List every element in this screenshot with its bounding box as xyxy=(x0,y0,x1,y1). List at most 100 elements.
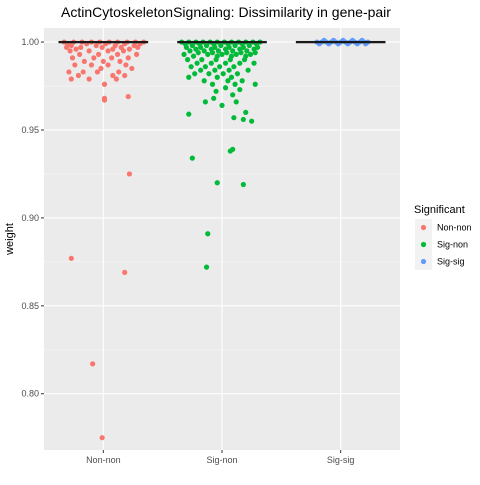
data-point xyxy=(99,44,105,50)
data-point xyxy=(68,42,74,49)
data-point xyxy=(72,62,78,68)
data-point xyxy=(126,171,133,177)
data-point xyxy=(252,81,258,87)
y-axis: 0.80 0.85 0.90 0.95 1.00 xyxy=(21,37,44,399)
legend-swatch xyxy=(420,258,427,265)
data-point xyxy=(201,48,207,54)
data-point xyxy=(227,148,233,154)
legend-label: Non-non xyxy=(437,223,472,233)
data-point xyxy=(214,180,220,186)
data-point xyxy=(81,58,87,65)
data-point xyxy=(186,74,192,80)
data-point xyxy=(99,435,105,441)
data-point xyxy=(91,55,97,61)
data-point xyxy=(187,48,193,54)
data-point xyxy=(189,42,195,49)
data-point xyxy=(109,55,115,61)
data-point xyxy=(77,51,83,57)
data-point xyxy=(232,42,238,49)
data-point xyxy=(224,50,230,56)
data-point xyxy=(219,102,225,108)
data-point xyxy=(238,50,244,56)
data-point xyxy=(114,51,121,57)
data-point xyxy=(251,60,257,66)
data-point xyxy=(69,55,76,61)
data-point xyxy=(215,48,222,54)
data-point xyxy=(252,50,258,56)
data-point xyxy=(183,44,189,50)
data-point xyxy=(120,48,127,54)
data-point xyxy=(241,57,248,63)
data-point xyxy=(122,72,128,79)
data-point xyxy=(231,115,237,121)
data-point xyxy=(222,85,229,91)
data-point xyxy=(227,57,233,63)
y-tick-label: 0.80 xyxy=(21,389,39,399)
data-point xyxy=(129,65,135,72)
data-point xyxy=(244,48,250,54)
data-point xyxy=(125,55,131,61)
boxplot-boxes xyxy=(58,40,386,44)
data-point xyxy=(231,64,237,70)
data-point xyxy=(232,81,238,87)
data-point xyxy=(110,46,116,52)
data-point xyxy=(133,51,140,57)
data-point xyxy=(181,51,187,57)
data-point xyxy=(230,92,236,98)
data-point xyxy=(94,69,100,75)
data-point xyxy=(218,42,224,49)
data-point xyxy=(205,231,211,237)
data-point xyxy=(240,116,246,123)
data-point xyxy=(63,44,70,50)
data-point xyxy=(125,93,131,100)
data-point xyxy=(219,51,225,57)
data-point xyxy=(233,99,239,105)
data-point xyxy=(246,42,252,49)
data-point xyxy=(228,74,235,80)
data-point xyxy=(86,76,92,82)
data-point xyxy=(212,67,218,73)
data-point xyxy=(198,67,204,73)
data-point xyxy=(233,51,239,57)
data-point xyxy=(237,86,243,93)
data-point xyxy=(113,76,119,82)
legend-swatch xyxy=(420,241,427,248)
data-point xyxy=(90,361,96,367)
data-point xyxy=(194,60,200,66)
data-point xyxy=(226,67,232,73)
data-point xyxy=(234,71,241,77)
data-point xyxy=(98,65,104,72)
data-point xyxy=(184,57,191,63)
data-point xyxy=(205,51,211,57)
legend-swatch xyxy=(420,224,427,231)
data-point xyxy=(105,48,111,54)
data-point xyxy=(95,51,102,57)
data-point xyxy=(188,64,194,70)
data-point xyxy=(123,62,129,68)
data-point xyxy=(249,118,255,124)
data-point xyxy=(80,69,86,75)
legend-title: Significant xyxy=(414,204,465,216)
data-point xyxy=(195,50,201,56)
x-tick-label: Non-non xyxy=(86,455,121,465)
data-point xyxy=(135,44,141,50)
data-point xyxy=(101,81,108,87)
y-axis-title: weight xyxy=(4,223,16,256)
data-point xyxy=(75,72,82,79)
data-point xyxy=(201,78,207,84)
data-point xyxy=(78,44,84,50)
data-point xyxy=(240,181,246,188)
x-tick-label: Sig-non xyxy=(206,455,237,465)
data-points xyxy=(61,37,371,441)
data-point xyxy=(105,62,111,68)
y-tick-label: 0.85 xyxy=(21,301,39,311)
data-point xyxy=(245,67,251,73)
x-axis: Non-non Sig-non Sig-sig xyxy=(86,450,354,465)
data-point xyxy=(86,48,92,54)
y-tick-label: 0.90 xyxy=(21,213,39,223)
data-point xyxy=(110,72,116,79)
data-point xyxy=(202,99,208,105)
data-point xyxy=(230,48,236,54)
